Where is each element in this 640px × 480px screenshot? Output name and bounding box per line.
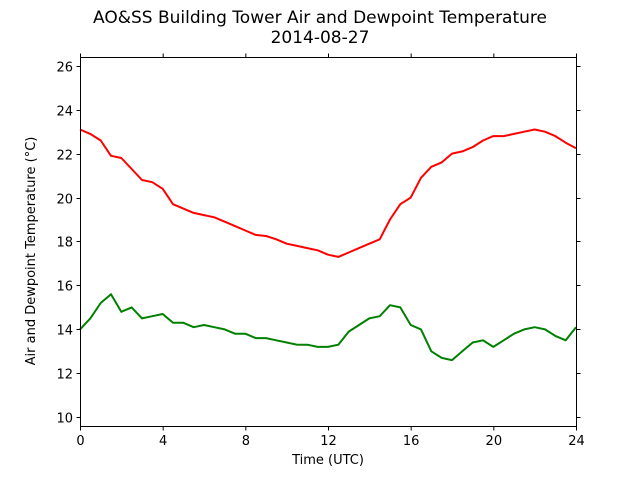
series-line-1 (79, 293, 577, 362)
x-axis-label: Time (UTC) (292, 453, 364, 468)
x-tick-label-12: 12 (320, 434, 337, 449)
x-tick-label-8: 8 (242, 434, 250, 449)
y-tick-label-22: 22 (56, 149, 73, 164)
series-line-0 (79, 128, 577, 258)
y-tick-label-18: 18 (56, 236, 73, 251)
x-tick-label-24: 24 (568, 434, 585, 449)
chart-title: AO&SS Building Tower Air and Dewpoint Te… (92, 8, 547, 28)
x-tick-label-4: 4 (159, 434, 167, 449)
chart-subtitle: 2014-08-27 (270, 28, 370, 48)
y-tick-label-12: 12 (56, 368, 73, 383)
y-tick-label-10: 10 (56, 412, 73, 427)
y-tick-label-24: 24 (56, 105, 73, 120)
axis-ticks: 0 4 8 12 16 20 24 10 12 14 16 18 20 22 24 26 (56, 53, 585, 449)
y-tick-label-20: 20 (56, 193, 73, 208)
x-tick-label-20: 20 (486, 434, 503, 449)
plot-lines (79, 128, 577, 362)
y-tick-label-26: 26 (56, 61, 73, 76)
y-tick-label-14: 14 (56, 324, 73, 339)
x-tick-label-16: 16 (403, 434, 420, 449)
x-tick-label-0: 0 (76, 434, 84, 449)
plot-frame (80, 57, 577, 427)
y-tick-label-16: 16 (56, 280, 73, 295)
y-axis-label: Air and Dewpoint Temperature (°C) (24, 136, 39, 366)
